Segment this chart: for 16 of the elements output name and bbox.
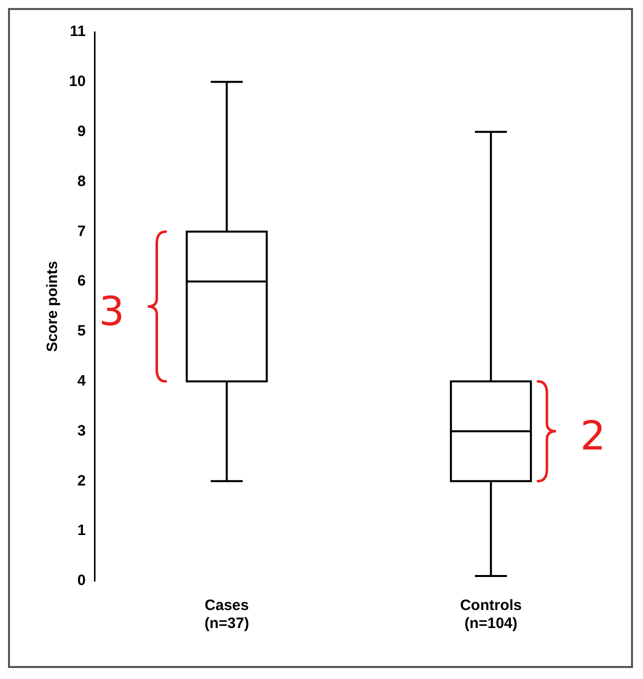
y-tick-label: 3 — [77, 422, 86, 440]
y-tick-label: 2 — [77, 472, 86, 490]
x-tick-label: Cases (n=37) — [204, 597, 250, 632]
y-tick-label: 5 — [77, 322, 86, 340]
y-tick-label: 11 — [70, 23, 86, 40]
y-tick-label: 10 — [68, 73, 86, 90]
y-tick-label: 7 — [77, 222, 86, 240]
annotation: 2 — [580, 414, 606, 460]
y-tick-label: 4 — [77, 372, 86, 390]
y-axis-title: Score points — [44, 261, 62, 352]
y-tick-label: 6 — [77, 272, 86, 290]
y-tick-label: 0 — [77, 572, 86, 590]
x-tick-label: Controls (n=104) — [460, 597, 522, 632]
y-tick-label: 8 — [77, 172, 86, 190]
y-tick-label: 1 — [77, 522, 86, 540]
y-tick-label: 9 — [77, 122, 86, 140]
